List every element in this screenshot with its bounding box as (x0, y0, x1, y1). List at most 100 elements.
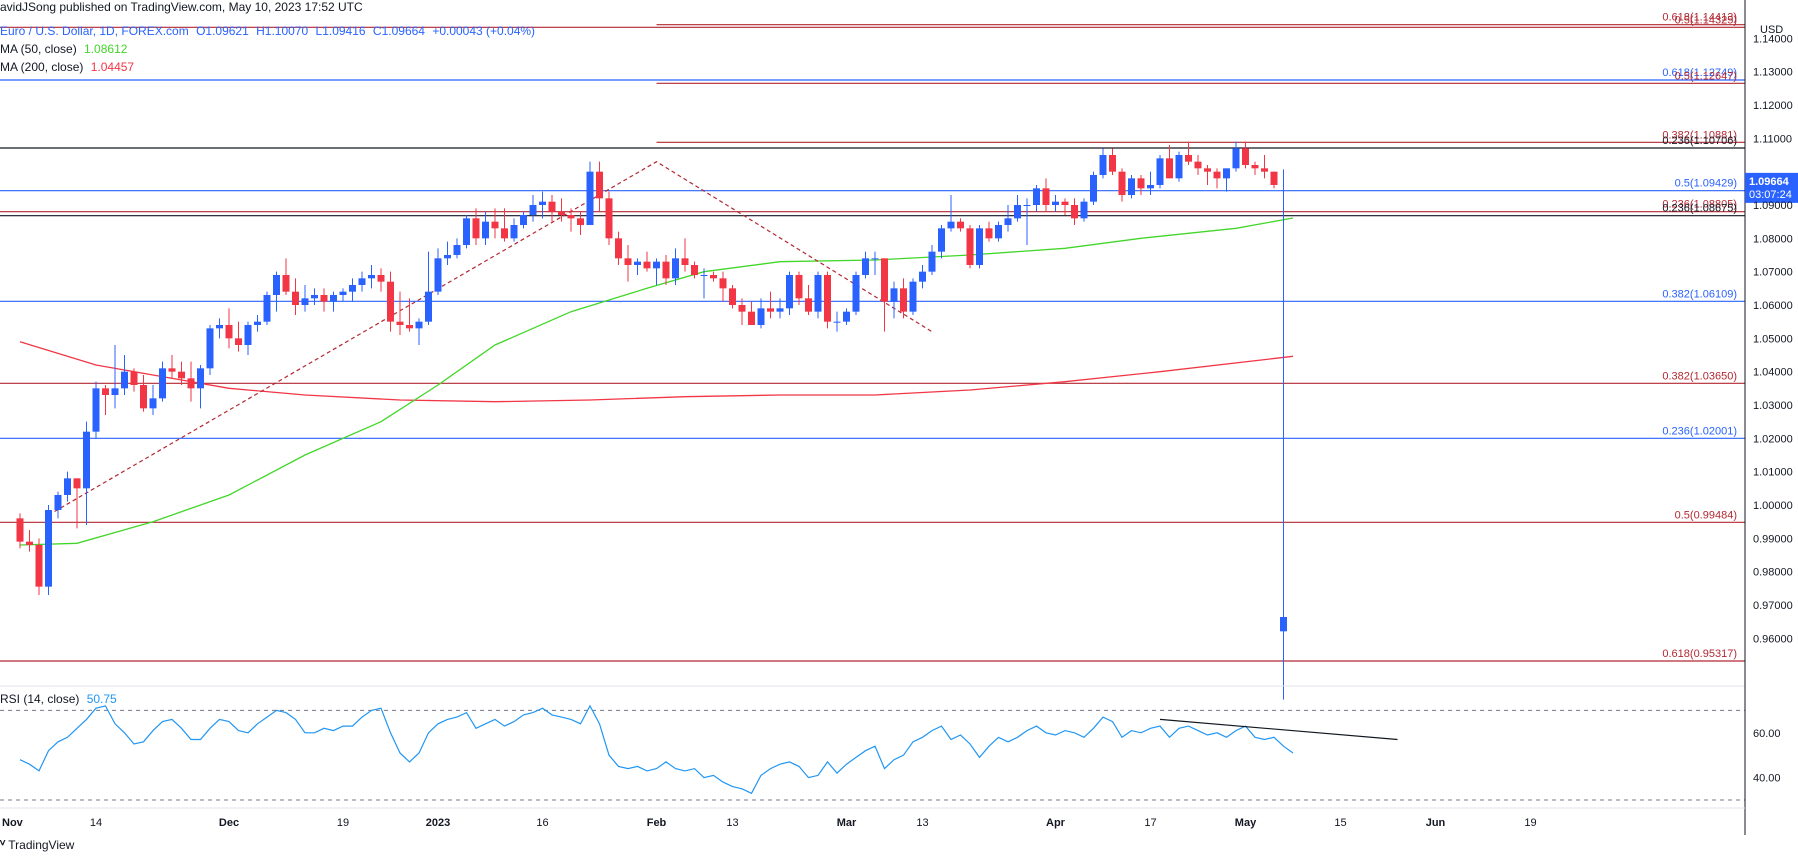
price-pane: 0.618(1.14413)0.5(1.14325) 0.618(1.12749)… (0, 12, 1745, 700)
candle-body (529, 205, 537, 215)
candle-body (102, 388, 109, 395)
ma50-label: MA (50, close) (0, 42, 77, 56)
candle-body (814, 275, 822, 312)
rsi-value: 50.75 (86, 692, 117, 706)
candle-body (178, 371, 185, 379)
rsi-legend[interactable]: RSI (14, close) 50.75 (0, 692, 121, 706)
candle-body (795, 275, 803, 299)
candle-body (64, 478, 71, 495)
candle-body (244, 325, 252, 345)
tradingview-logo-icon: ⱽ (0, 838, 6, 852)
candle-body (596, 171, 603, 199)
candle-body (862, 258, 869, 275)
price-tick-label: 1.06000 (1753, 300, 1793, 312)
candle-body (83, 431, 90, 489)
rsi-line (19, 704, 1294, 795)
candle-body (444, 255, 451, 259)
time-tick-label: 13 (916, 817, 928, 829)
candle-body (320, 295, 328, 302)
candle-body (377, 275, 385, 282)
rsi-tick-label: 60.00 (1753, 728, 1781, 740)
price-tick-label: 0.99000 (1753, 533, 1793, 545)
fib-level-label: 0.5(0.99484) (1675, 509, 1737, 521)
bar-countdown: 03:07:24 (1749, 189, 1792, 201)
candle-body (463, 218, 470, 245)
time-tick-label: Feb (647, 817, 667, 829)
fib-level-label: 0.5(1.12647) (1675, 70, 1737, 82)
tradingview-brand[interactable]: ⱽ TradingView (0, 838, 74, 852)
price-tick-label: 1.02000 (1753, 433, 1793, 445)
candle-body (624, 258, 632, 265)
candle-body (1232, 148, 1240, 169)
ma200-label: MA (200, close) (0, 60, 84, 74)
candle-body (691, 265, 698, 275)
ma50-line (19, 217, 1294, 546)
symbol-label[interactable]: Euro / U.S. Dollar, 1D, FOREX.com (0, 24, 189, 38)
candle-body (1213, 171, 1221, 179)
fib-level-label: 0.5(1.14325) (1675, 14, 1737, 26)
candle-body (1223, 168, 1230, 179)
candle-body (966, 228, 974, 265)
candle-body (1014, 205, 1021, 219)
fib-level-label: 0.618(0.95317) (1662, 648, 1737, 660)
price-tick-label: 1.11000 (1753, 133, 1792, 145)
candle-body (510, 225, 518, 239)
time-tick-label: 15 (1334, 817, 1346, 829)
candle-body (1194, 161, 1202, 169)
candle-body (643, 261, 651, 269)
candle-body (852, 275, 860, 312)
candle-body (54, 495, 62, 510)
fib-level-label: 0.618(1.12749) (1662, 67, 1737, 79)
time-tick-label: Mar (837, 817, 857, 829)
candle-body (311, 295, 318, 299)
candle-body (73, 478, 81, 489)
candle-body (501, 228, 508, 239)
candle-body (415, 321, 423, 329)
candle-body (1128, 178, 1135, 195)
candle-body (358, 278, 366, 285)
candle-body (615, 238, 622, 259)
change-value: +0.00043 (+0.04%) (432, 24, 536, 38)
candle-body (995, 225, 1002, 239)
candle-body (482, 221, 489, 239)
candle-body (425, 291, 432, 322)
ma50-value: 1.08612 (84, 42, 128, 56)
candle-body (301, 298, 309, 305)
candle-body (833, 321, 841, 323)
candle-body (919, 271, 926, 282)
candle-body (748, 311, 755, 325)
candle-body (349, 285, 356, 292)
last-price-value: 1.09664 (1749, 176, 1790, 188)
fib-level-label: 0.5(1.09429) (1675, 178, 1737, 190)
candle-body (1061, 201, 1069, 205)
ma200-legend[interactable]: MA (200, close) 1.04457 (0, 60, 138, 74)
candle-body (1052, 201, 1059, 205)
open-value: O1.09621 (196, 24, 249, 38)
price-tick-label: 0.98000 (1753, 567, 1793, 579)
candle-body (406, 325, 413, 329)
price-tick-label: 1.13000 (1753, 67, 1793, 79)
candle-body (1109, 155, 1116, 172)
tradingview-brand-label: TradingView (8, 838, 75, 852)
candle-body (976, 228, 983, 265)
candle-body (396, 321, 404, 325)
candle-body (1090, 175, 1097, 202)
ma200-value: 1.04457 (90, 60, 135, 74)
candle-body (92, 388, 100, 432)
candle-body (121, 371, 128, 389)
candle-body (225, 325, 233, 339)
candle-body (35, 545, 43, 587)
candle-body (491, 221, 499, 229)
candle-body (985, 228, 993, 239)
price-tick-label: 1.12000 (1753, 100, 1793, 112)
candle-body (187, 378, 195, 389)
price-tick-label: 1.04000 (1753, 367, 1793, 379)
candle-body (1166, 158, 1173, 179)
candle-body (197, 368, 204, 389)
time-tick-label: 14 (90, 817, 102, 829)
ma50-legend[interactable]: MA (50, close) 1.08612 (0, 42, 131, 56)
candle-body (1004, 218, 1012, 225)
candle-body (1204, 168, 1211, 172)
